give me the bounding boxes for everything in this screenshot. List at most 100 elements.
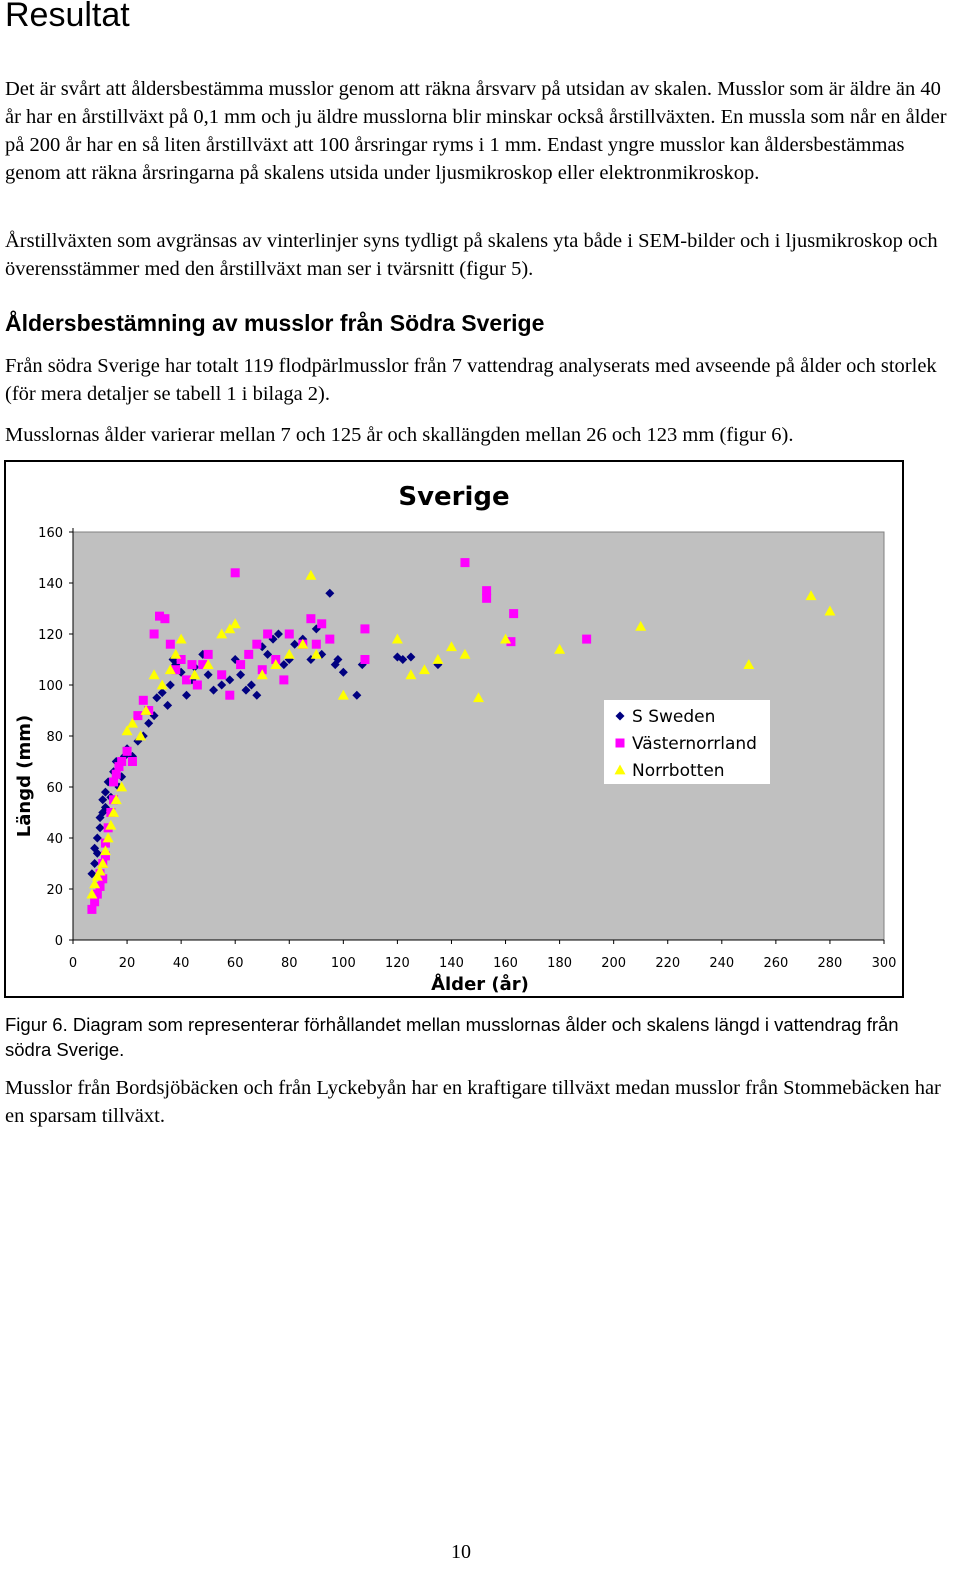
data-point-s-sweden bbox=[217, 680, 227, 690]
data-point-norrbotten bbox=[224, 623, 236, 634]
data-point-norrbotten bbox=[229, 618, 241, 629]
data-point-s-sweden bbox=[317, 649, 327, 659]
legend-marker-norrbotten bbox=[614, 764, 626, 775]
data-point-vasternorrland bbox=[171, 665, 181, 675]
data-point-s-sweden bbox=[98, 795, 108, 805]
data-point-vasternorrland bbox=[114, 762, 124, 772]
data-point-norrbotten bbox=[116, 781, 128, 792]
x-tick-label: 20 bbox=[119, 956, 136, 971]
data-point-norrbotten bbox=[459, 648, 471, 659]
subsection-heading: Åldersbestämning av musslor från Södra S… bbox=[5, 310, 545, 336]
data-point-norrbotten bbox=[432, 654, 444, 664]
section-heading: Resultat bbox=[5, 0, 130, 34]
data-point-norrbotten bbox=[175, 633, 187, 644]
paragraph-intro: Det är svårt att åldersbestämma musslor … bbox=[5, 78, 947, 184]
data-point-vasternorrland bbox=[98, 874, 108, 884]
data-point-s-sweden bbox=[203, 670, 213, 680]
data-point-norrbotten bbox=[99, 845, 111, 856]
data-point-vasternorrland bbox=[360, 624, 370, 634]
data-point-norrbotten bbox=[140, 705, 152, 715]
data-point-vasternorrland bbox=[100, 851, 110, 861]
data-point-norrbotten bbox=[148, 669, 160, 680]
y-tick-label: 40 bbox=[46, 832, 63, 847]
y-tick-label: 140 bbox=[38, 577, 63, 592]
data-point-norrbotten bbox=[305, 569, 317, 580]
data-point-s-sweden bbox=[92, 833, 102, 843]
data-point-norrbotten bbox=[337, 689, 349, 700]
data-point-vasternorrland bbox=[506, 637, 516, 647]
data-point-s-sweden bbox=[330, 660, 340, 670]
data-point-vasternorrland bbox=[133, 711, 143, 721]
data-point-vasternorrland bbox=[306, 614, 316, 624]
data-point-norrbotten bbox=[824, 605, 836, 616]
y-tick-label: 60 bbox=[46, 781, 63, 796]
legend-label-s-sweden: S Sweden bbox=[632, 707, 715, 727]
x-tick-label: 40 bbox=[173, 956, 190, 971]
x-tick-label: 160 bbox=[493, 956, 518, 971]
data-point-s-sweden bbox=[157, 688, 167, 698]
data-point-s-sweden bbox=[152, 693, 162, 703]
data-point-norrbotten bbox=[418, 664, 430, 675]
x-axis-label: Ålder (år) bbox=[431, 972, 529, 995]
x-tick-label: 140 bbox=[439, 956, 464, 971]
data-point-norrbotten bbox=[94, 865, 106, 876]
data-point-vasternorrland bbox=[160, 614, 170, 624]
data-point-s-sweden bbox=[225, 675, 235, 685]
data-point-vasternorrland bbox=[90, 897, 100, 907]
data-point-s-sweden bbox=[95, 823, 105, 833]
figure-6-chart: 0 20 40 60 80 100 120 140 160 0 20 40 60 80 100 120 140 1… bbox=[4, 460, 904, 998]
legend-marker-vasternorrland bbox=[615, 738, 625, 748]
data-point-vasternorrland bbox=[482, 593, 492, 603]
data-point-vasternorrland bbox=[192, 680, 202, 690]
data-point-vasternorrland bbox=[155, 611, 165, 621]
data-point-norrbotten bbox=[108, 807, 120, 817]
chart-title: Sverige bbox=[398, 482, 509, 512]
data-point-norrbotten bbox=[297, 638, 309, 649]
y-tick-label: 20 bbox=[46, 883, 63, 898]
data-point-vasternorrland bbox=[217, 670, 227, 680]
data-point-s-sweden bbox=[241, 685, 251, 695]
data-point-s-sweden bbox=[209, 685, 219, 695]
y-tick-label: 80 bbox=[46, 730, 63, 745]
data-point-vasternorrland bbox=[460, 558, 470, 568]
data-point-s-sweden bbox=[92, 848, 102, 858]
data-point-s-sweden bbox=[338, 667, 348, 677]
data-point-s-sweden bbox=[352, 690, 362, 700]
data-point-vasternorrland bbox=[509, 609, 519, 619]
data-point-s-sweden bbox=[290, 639, 300, 649]
paragraph-growth: Årstillväxten som avgränsas av vinterlin… bbox=[5, 230, 938, 280]
x-tick-label: 120 bbox=[385, 956, 410, 971]
data-point-vasternorrland bbox=[244, 649, 254, 659]
data-point-s-sweden bbox=[165, 680, 175, 690]
data-point-norrbotten bbox=[270, 659, 282, 669]
legend-box bbox=[604, 700, 770, 784]
y-tick-label: 0 bbox=[55, 934, 63, 949]
data-point-norrbotten bbox=[635, 620, 647, 631]
paragraph-conclusion: Musslor från Bordsjöbäcken och från Lyck… bbox=[5, 1077, 941, 1127]
figure-caption: Figur 6. Diagram som representerar förhå… bbox=[5, 1014, 899, 1060]
data-point-vasternorrland bbox=[482, 586, 492, 596]
data-point-norrbotten bbox=[405, 669, 417, 680]
data-point-norrbotten bbox=[102, 832, 114, 843]
data-point-norrbotten bbox=[743, 659, 755, 669]
data-point-s-sweden bbox=[87, 869, 97, 879]
y-tick-label: 100 bbox=[38, 679, 63, 694]
data-point-s-sweden bbox=[90, 859, 100, 868]
data-point-vasternorrland bbox=[225, 690, 235, 700]
data-point-norrbotten bbox=[283, 648, 295, 659]
legend-label-norrbotten: Norrbotten bbox=[632, 761, 725, 781]
data-point-s-sweden bbox=[252, 690, 262, 700]
x-tick-label: 80 bbox=[281, 956, 298, 971]
legend-marker-s-sweden bbox=[615, 711, 625, 721]
data-point-vasternorrland bbox=[325, 634, 335, 644]
data-point-vasternorrland bbox=[138, 695, 148, 705]
data-point-norrbotten bbox=[473, 692, 484, 703]
data-point-norrbotten bbox=[202, 659, 214, 669]
legend-label-vasternorrland: Västernorrland bbox=[632, 734, 757, 754]
data-point-norrbotten bbox=[86, 888, 98, 899]
data-point-vasternorrland bbox=[127, 757, 137, 766]
data-point-s-sweden bbox=[406, 652, 416, 662]
data-point-norrbotten bbox=[89, 878, 101, 889]
data-point-vasternorrland bbox=[252, 639, 262, 649]
